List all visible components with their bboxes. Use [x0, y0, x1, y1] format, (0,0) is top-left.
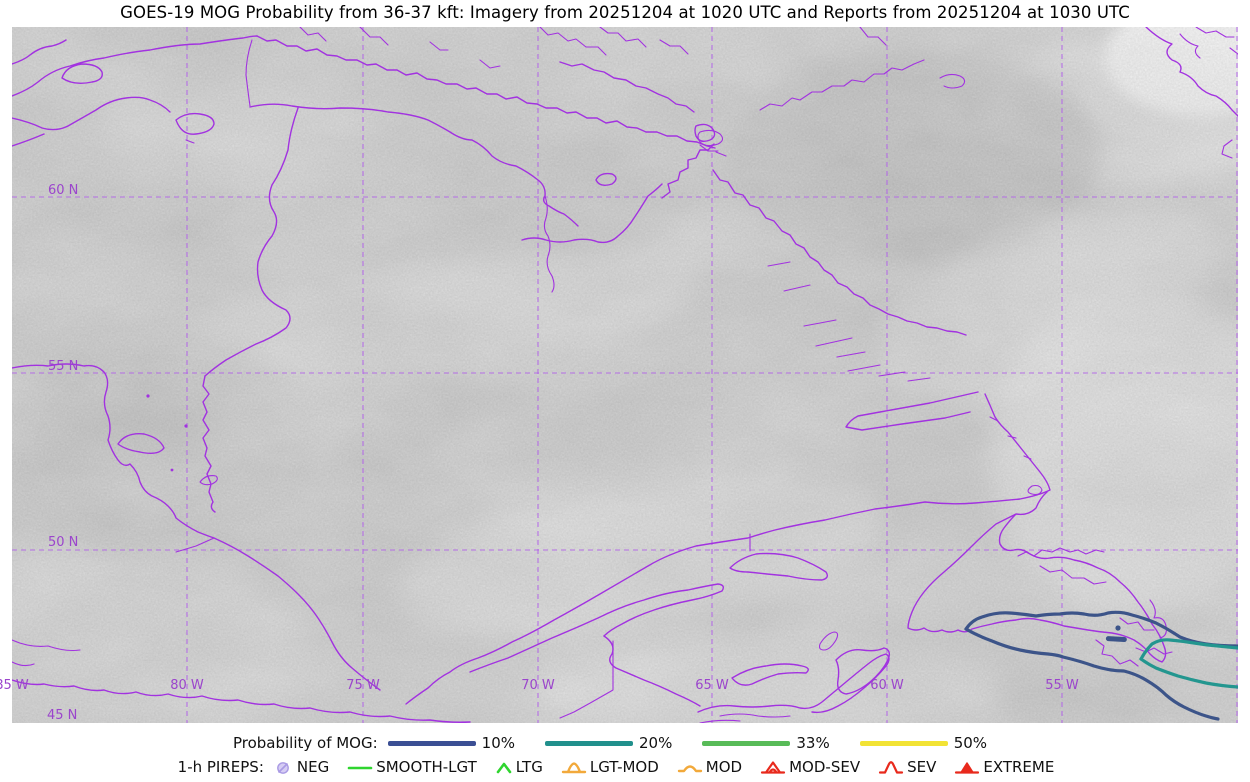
pirep-lgt-mod-icon	[561, 761, 587, 773]
lat-label-50n: 50 N	[48, 535, 78, 550]
mog-swatch-33-label: 33%	[796, 734, 830, 752]
map-canvas: 60 N 55 N 50 N 45 N 85 W 80 W 75 W 70 W …	[0, 27, 1238, 723]
pirep-smooth-lgt-label: SMOOTH-LGT	[376, 758, 477, 776]
pirep-neg-label: NEG	[296, 758, 330, 776]
pirep-legend-item-ltg: LTG	[495, 758, 543, 776]
pirep-extreme-label: EXTREME	[983, 758, 1055, 776]
mog-swatch-20-label: 20%	[639, 734, 673, 752]
pirep-ltg-label: LTG	[515, 758, 543, 776]
pireps-legend-label: 1-h PIREPS:	[177, 758, 264, 776]
pirep-legend-item-lgt-mod: LGT-MOD	[561, 758, 659, 776]
mog-legend-label: Probability of MOG:	[232, 734, 378, 752]
pirep-mod-label: MOD	[705, 758, 743, 776]
mog-legend-item-20: 20%	[545, 734, 672, 752]
pirep-sev-icon	[878, 760, 904, 774]
lon-label-55w: 55 W	[1045, 678, 1079, 693]
lon-label-85w: 85 W	[0, 678, 29, 693]
graticule	[12, 27, 1238, 723]
probability-contours	[964, 610, 1238, 721]
pireps-legend: 1-h PIREPS: NEG SMOOTH-LGT LTG LGT-MOD M…	[0, 756, 1250, 778]
mog-swatch-10-line	[387, 740, 476, 746]
pirep-extreme-icon	[955, 761, 980, 774]
pirep-smooth-lgt-icon	[347, 766, 373, 769]
pirep-sev-label: SEV	[907, 758, 937, 776]
mog-legend-item-33: 33%	[702, 734, 830, 752]
contour-20pct-south	[1139, 657, 1238, 689]
pirep-mod-sev-icon	[761, 760, 786, 774]
lon-label-80w: 80 W	[170, 678, 204, 693]
pirep-neg-icon	[276, 761, 289, 774]
axis-labels: 60 N 55 N 50 N 45 N 85 W 80 W 75 W 70 W …	[0, 183, 1079, 723]
pirep-lgt-mod-label: LGT-MOD	[589, 758, 659, 776]
lon-label-60w: 60 W	[870, 678, 904, 693]
page-title: GOES-19 MOG Probability from 36-37 kft: …	[120, 3, 1130, 22]
mog-swatch-33-line	[702, 740, 791, 746]
contour-10pct	[964, 610, 1238, 648]
lat-label-60n: 60 N	[48, 183, 78, 198]
lon-label-75w: 75 W	[346, 678, 380, 693]
pirep-legend-item-neg: NEG	[274, 758, 329, 776]
mog-swatch-10-label: 10%	[481, 734, 516, 752]
mog-legend-item-10: 10%	[387, 734, 516, 752]
lat-label-55n: 55 N	[48, 359, 78, 374]
satellite-map: 60 N 55 N 50 N 45 N 85 W 80 W 75 W 70 W …	[0, 27, 1238, 723]
pirep-mod-sev-label: MOD-SEV	[789, 758, 861, 776]
pirep-mark-dot	[1115, 625, 1121, 631]
pirep-legend-item-sev: SEV	[878, 758, 936, 776]
pirep-mark-dash	[1105, 636, 1127, 642]
lon-label-70w: 70 W	[521, 678, 555, 693]
mog-swatch-20-line	[545, 740, 634, 746]
pirep-legend-item-mod-sev: MOD-SEV	[760, 758, 860, 776]
pirep-legend-item-mod: MOD	[677, 758, 742, 776]
mog-swatch-50-label: 50%	[953, 734, 988, 752]
mog-swatch-50-line	[859, 740, 948, 746]
lon-label-65w: 65 W	[695, 678, 729, 693]
pirep-legend-item-extreme: EXTREME	[954, 758, 1054, 776]
contour-10pct-south	[964, 627, 1220, 721]
coastlines	[12, 27, 1238, 723]
contour-20pct	[1139, 638, 1238, 661]
mog-probability-legend: Probability of MOG: 10% 20% 33% 50%	[0, 732, 1250, 754]
pirep-mod-icon	[677, 764, 702, 772]
pirep-legend-item-smooth-lgt: SMOOTH-LGT	[347, 758, 477, 776]
pirep-ltg-icon	[496, 762, 512, 773]
mog-legend-item-50: 50%	[859, 734, 988, 752]
lat-label-45n: 45 N	[47, 708, 77, 723]
imagery-layer	[12, 27, 1238, 723]
